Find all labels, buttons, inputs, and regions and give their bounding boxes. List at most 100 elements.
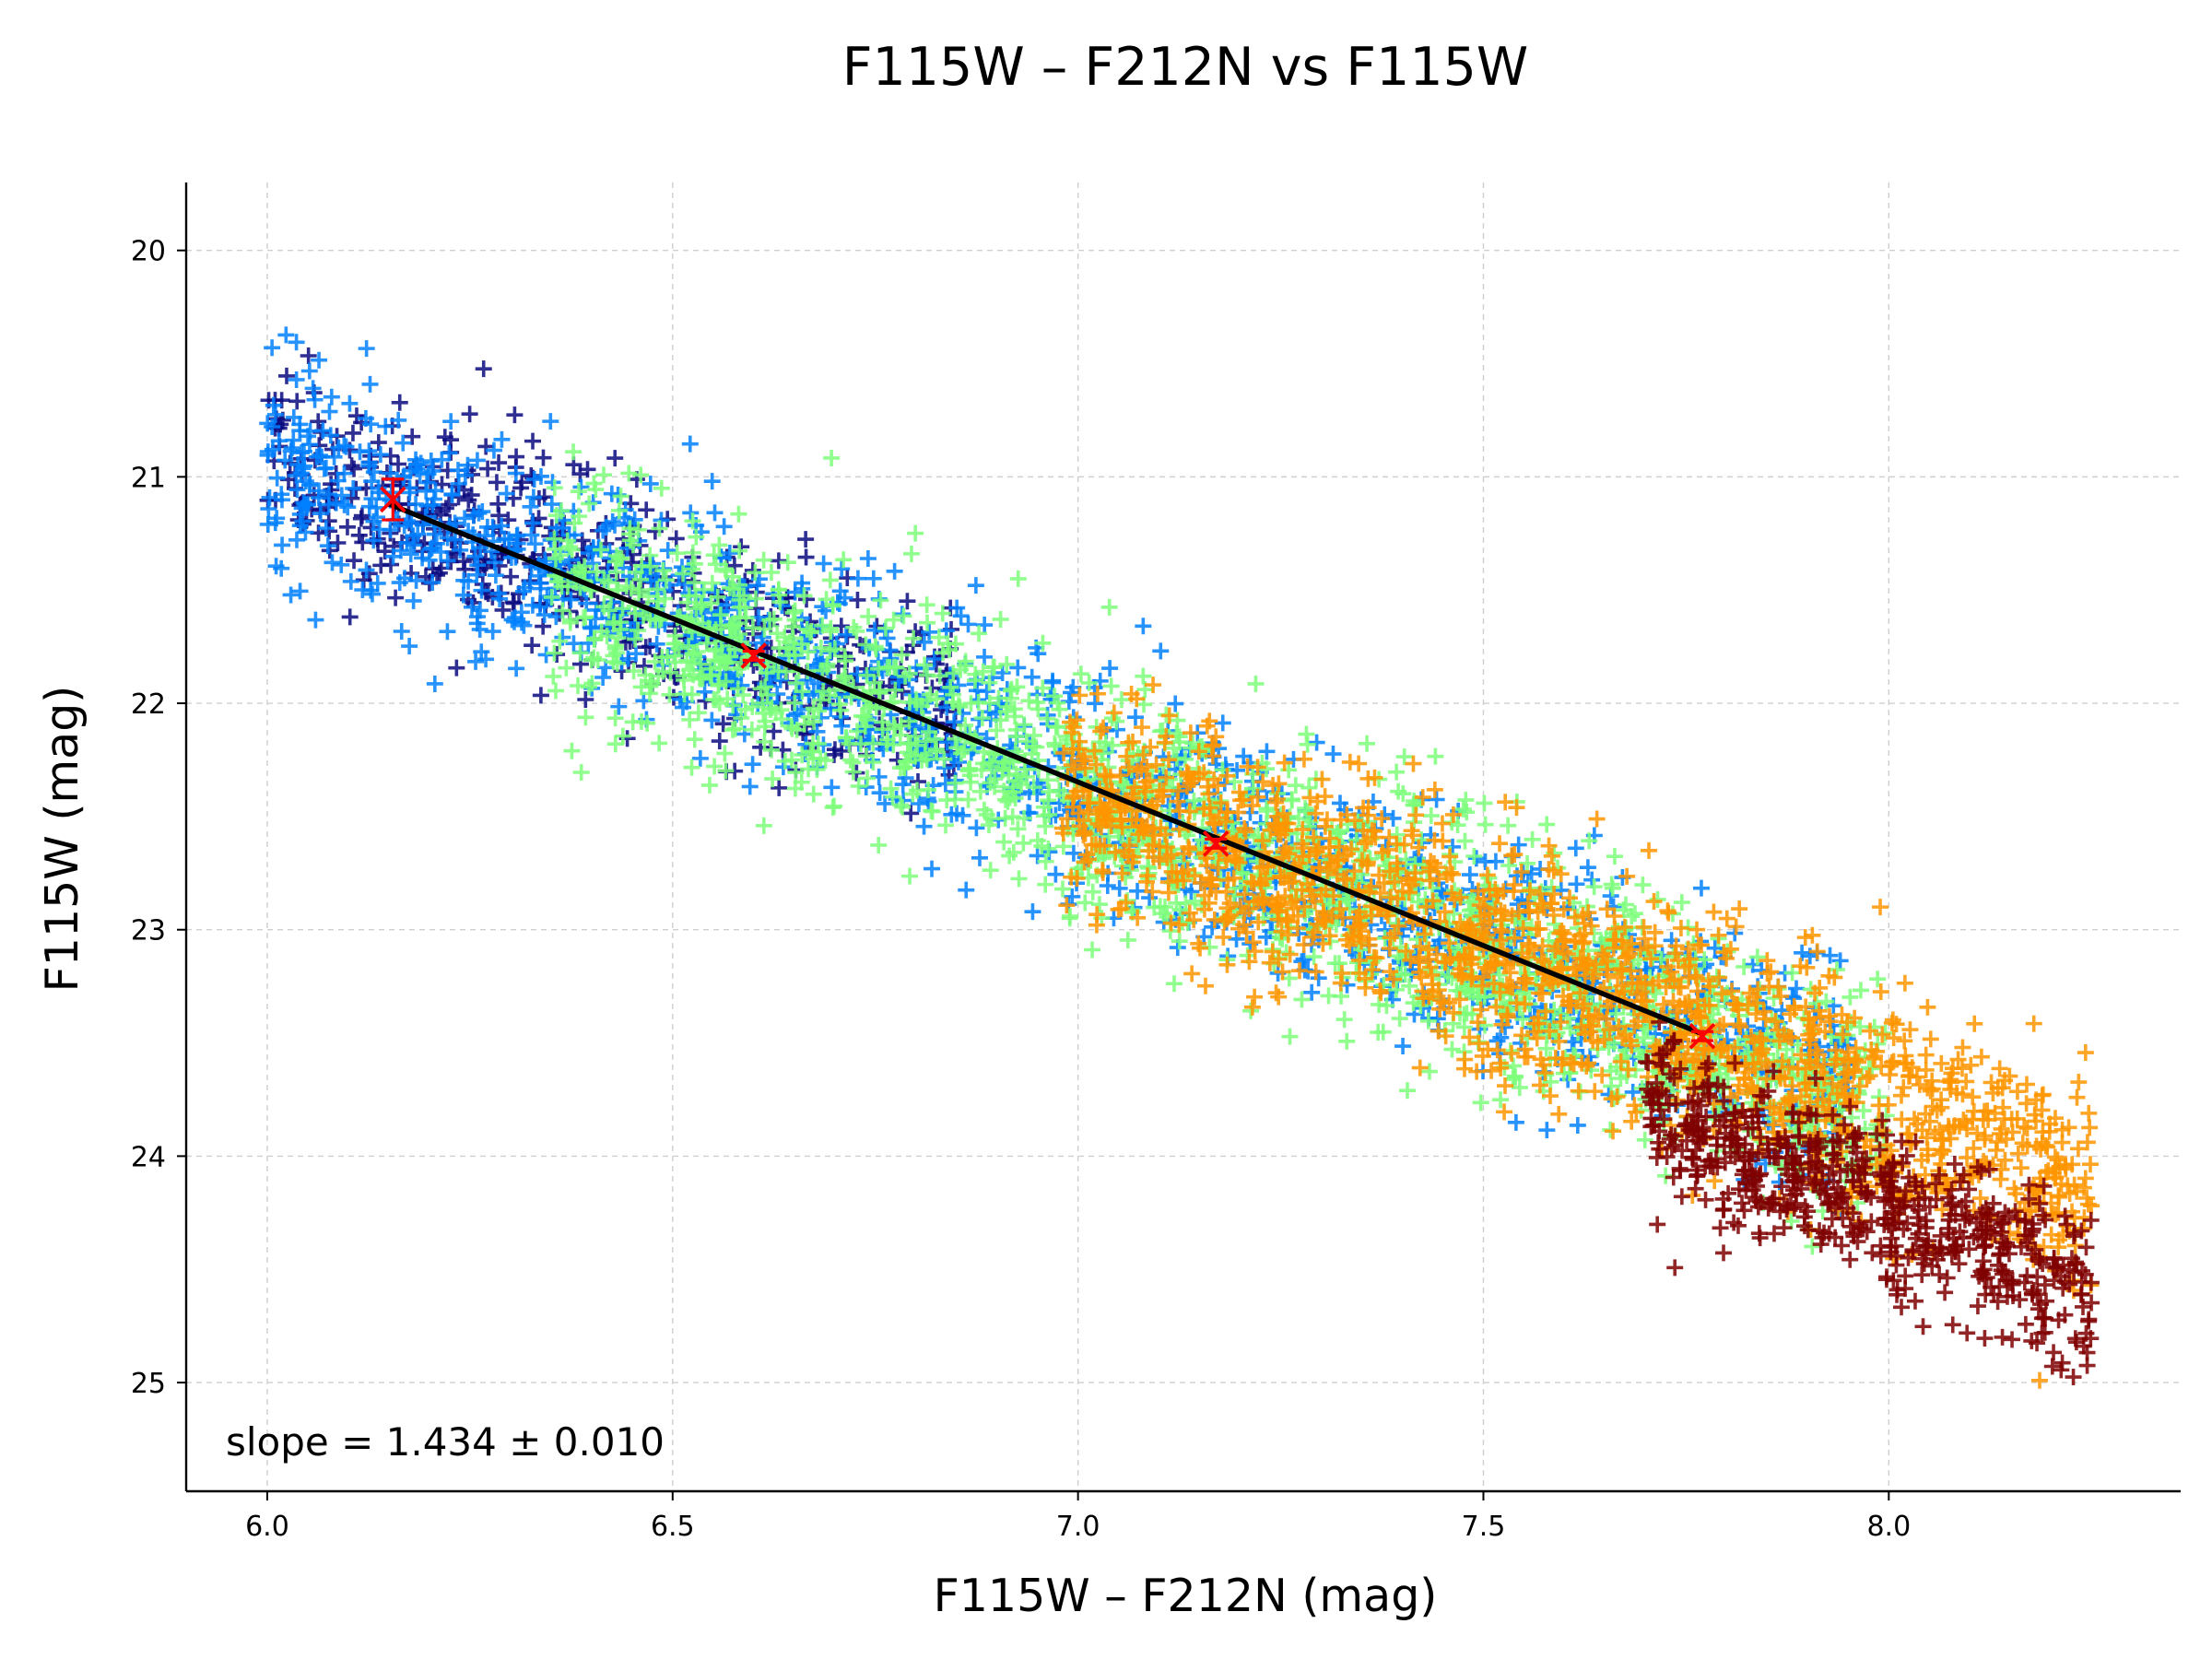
scatter-point — [865, 621, 883, 639]
scatter-point — [545, 667, 562, 685]
scatter-point — [733, 677, 750, 694]
scatter-point — [1467, 850, 1485, 867]
scatter-point — [498, 485, 515, 502]
scatter-point — [1040, 792, 1057, 809]
scatter-point — [1477, 816, 1494, 833]
scatter-point — [675, 565, 692, 582]
scatter-point — [994, 762, 1011, 780]
scatter-point — [282, 586, 300, 604]
scatter-point — [1852, 982, 1869, 999]
scatter-point — [915, 633, 933, 651]
scatter-point — [935, 750, 953, 768]
scatter-point — [1196, 977, 1214, 994]
scatter-point — [543, 496, 560, 513]
scatter-point — [370, 434, 387, 452]
scatter-point — [744, 561, 761, 579]
scatter-point — [1972, 1048, 1990, 1065]
scatter-points-layer — [259, 326, 2100, 1389]
scatter-point — [471, 602, 488, 619]
scatter-point — [582, 618, 599, 636]
scatter-point — [743, 721, 760, 738]
scatter-point — [1588, 810, 1606, 828]
scatter-point — [285, 431, 302, 449]
scatter-point — [653, 512, 670, 529]
scatter-point — [1024, 903, 1041, 921]
scatter-point — [358, 340, 375, 358]
scatter-point — [477, 438, 495, 455]
scatter-point — [341, 394, 359, 412]
scatter-point — [1550, 1105, 1568, 1123]
scatter-point — [1267, 984, 1285, 1002]
scatter-point — [1958, 1073, 1975, 1090]
scatter-point — [595, 571, 613, 589]
scatter-point — [2070, 1074, 2088, 1091]
scatter-point — [1394, 1038, 1412, 1055]
scatter-point — [1084, 941, 1101, 959]
scatter-point — [1064, 888, 1081, 905]
scatter-point — [899, 593, 916, 610]
scatter-point — [770, 552, 787, 570]
scatter-point — [799, 643, 817, 661]
scatter-point — [1602, 1062, 1619, 1079]
scatter-point — [403, 514, 420, 532]
scatter-point — [1427, 747, 1444, 765]
scatter-point — [1295, 750, 1312, 768]
scatter-point — [1114, 777, 1132, 794]
scatter-point — [1293, 953, 1311, 971]
scatter-point — [486, 554, 503, 571]
scatter-point — [394, 434, 412, 452]
scatter-point — [659, 542, 677, 559]
scatter-point — [1538, 1122, 1556, 1139]
scatter-point — [787, 675, 805, 692]
scatter-point — [424, 574, 441, 592]
scatter-point — [259, 415, 276, 432]
scatter-point — [797, 548, 815, 566]
scatter-point — [757, 678, 774, 696]
scatter-point — [320, 512, 337, 530]
scatter-point — [1245, 829, 1263, 846]
scatter-point — [362, 582, 380, 599]
scatter-point — [1422, 807, 1440, 825]
scatter-point — [1324, 746, 1342, 763]
scatter-point — [747, 590, 764, 607]
scatter-point — [358, 561, 375, 579]
scatter-point — [335, 437, 353, 454]
scatter-series-4 — [1053, 677, 2100, 1389]
scatter-point — [714, 715, 732, 733]
scatter-point — [934, 605, 951, 622]
scatter-point — [755, 551, 772, 569]
scatter-point — [988, 722, 1006, 739]
scatter-point — [1016, 809, 1033, 827]
scatter-point — [433, 451, 451, 468]
scatter-point — [641, 677, 659, 695]
scatter-point — [1395, 748, 1413, 766]
scatter-point — [1015, 834, 1032, 852]
scatter-point — [329, 472, 347, 489]
scatter-point — [507, 465, 524, 482]
scatter-point — [632, 466, 650, 484]
scatter-point — [870, 660, 888, 677]
scatter-point — [1303, 983, 1321, 1001]
scatter-point — [924, 860, 941, 877]
scatter-point — [1112, 691, 1130, 709]
scatter-point — [942, 678, 959, 696]
scatter-point — [590, 538, 607, 556]
scatter-point — [1378, 997, 1395, 1015]
scatter-point — [594, 669, 612, 687]
scatter-point — [531, 598, 548, 616]
scatter-point — [530, 567, 547, 584]
scatter-point — [346, 460, 363, 477]
scatter-point — [288, 371, 305, 388]
scatter-point — [1025, 779, 1042, 796]
scatter-point — [1047, 865, 1065, 883]
scatter-point — [1992, 1171, 2009, 1188]
scatter-point — [344, 424, 361, 441]
scatter-point — [1710, 926, 1727, 944]
scatter-point — [307, 611, 324, 629]
scatter-point — [572, 763, 590, 781]
scatter-point — [1626, 905, 1643, 923]
scatter-point — [1009, 570, 1027, 587]
scatter-point — [456, 510, 474, 527]
scatter-point — [353, 507, 371, 524]
scatter-point — [430, 564, 448, 582]
